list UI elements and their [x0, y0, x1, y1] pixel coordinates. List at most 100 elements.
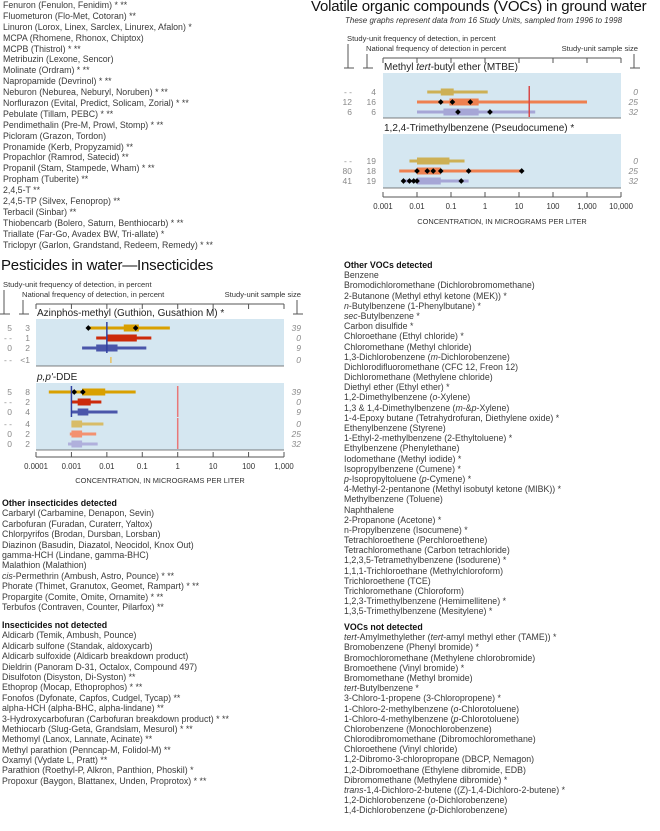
list-item-part: -Butylbenzene * — [357, 310, 420, 321]
x-tick-label: 1,000 — [577, 202, 597, 211]
national-frequency-value: 2 — [25, 397, 30, 407]
study-frequency-value: 0 — [7, 429, 12, 439]
list-item: Oxamyl (Vydate L, Pratt) ** — [2, 755, 108, 766]
interquartile-box — [440, 88, 454, 96]
panel-title: Azinphos-methyl (Guthion, Gusathion M) * — [37, 308, 224, 319]
list-item-part: p — [430, 805, 436, 816]
sample-size-value: 9 — [296, 343, 301, 353]
list-item: 1,2,3-Trimethylbenzene (Hemimellitene) * — [344, 596, 506, 607]
list-item-part: cis — [2, 570, 13, 581]
list-item: 1-Ethyl-2-methylbenzene (2-Ethyltoluene)… — [344, 433, 513, 444]
list-item-part: p — [453, 713, 459, 724]
study-frequency-value: - - — [4, 419, 12, 429]
list-item: Trichloroethene (TCE) — [344, 575, 431, 586]
list-item: Diazinon (Basudin, Diazatol, Neocidol, K… — [2, 539, 194, 550]
list-item: Napropamide (Devrinol) * ** — [3, 76, 112, 87]
list-item: Carbaryl (Carbamine, Denapon, Sevin) — [2, 508, 155, 519]
interquartile-box — [106, 334, 137, 342]
list-item: 1-Chloro-4-methylbenzene (p-Chlorotoluen… — [344, 714, 565, 724]
list-item: cis-Permethrin (Ambush, Astro, Pounce) *… — [2, 571, 199, 581]
list-item-part: p — [344, 473, 349, 484]
list-item-part: -Xylene) — [476, 402, 510, 413]
list-item-part: o — [430, 795, 436, 806]
list-item: Picloram (Grazon, Tordon) — [3, 130, 106, 141]
list-item: Malathion (Malathion) — [2, 560, 87, 571]
list-item: Propanil (Stam, Stampede, Wham) * ** — [3, 163, 155, 174]
data-point — [437, 99, 444, 105]
list-item-part: -Butylbenzene * — [356, 683, 419, 694]
list-item: Chloromethane (Methyl chloride) — [344, 341, 472, 352]
list-item: Propargite (Comite, Omite, Ornamite) * *… — [2, 591, 164, 602]
list-item: 1-4-Epoxy butane (Tetrahydrofuran, Dieth… — [344, 412, 560, 423]
list-item: Neburon (Neburea, Neburyl, Noruben) * ** — [3, 87, 168, 98]
list-item: trans-1,4-Dichloro-2-butene ((Z)-1,4-Dic… — [344, 785, 565, 795]
panel-title: p,p'-DDE — [36, 372, 78, 383]
list-item-part: m — [455, 402, 463, 413]
study-frequency-value: 12 — [343, 97, 353, 107]
list-item-part: 1,3-Dichlorobenzene ( — [344, 351, 431, 362]
data-point — [430, 168, 437, 174]
data-point — [71, 389, 78, 395]
list-item-part: tert — [430, 632, 444, 643]
list-item: Bromomethane (Methyl bromide) — [344, 672, 473, 683]
list-item: Benzene — [344, 270, 379, 281]
sample-size-value: 39 — [292, 387, 302, 397]
list-item-part: 1-Chloro-2-methylbenzene ( — [344, 703, 454, 714]
list-item: Chlorobenzene (Monochlorobenzene) — [344, 723, 492, 734]
interquartile-box — [417, 157, 450, 165]
study-frequency-value: 5 — [7, 323, 12, 333]
list-item: Dichloromethane (Methylene chloride) — [344, 372, 493, 383]
data-point — [518, 168, 525, 174]
list-heading: Other VOCs detected — [344, 260, 433, 270]
list-item: Metribuzin (Lexone, Sencor) — [3, 54, 114, 65]
list-item: Tetrachloromethane (Carbon tetrachloride… — [344, 545, 510, 556]
list-item: 3-Hydroxycarbofuran (Carbofuran breakdow… — [2, 713, 229, 724]
data-point — [414, 168, 420, 174]
x-tick-label: 0.1 — [446, 202, 457, 211]
data-point — [406, 178, 413, 184]
list-item-part: 1,2-Dichlorobenzene ( — [344, 795, 431, 806]
list-item: 1,2-Dichlorobenzene (o-Dichlorobenzene) — [344, 795, 565, 805]
x-tick-label: 100 — [546, 202, 560, 211]
study-frequency-bracket — [0, 290, 10, 315]
list-item: 1,2-Dibromo-3-chloropropane (DBCP, Nemag… — [344, 754, 535, 765]
list-item: n-Propylbenzene (Isocumene) * — [344, 524, 468, 535]
panel-title-part: -DDE — [53, 372, 78, 383]
list-item: sec-Butylbenzene * — [344, 311, 561, 321]
list-item: 1,3,5-Trimethylbenzene (Mesitylene) * — [344, 606, 493, 617]
sample-size-label: Study-unit sample size — [225, 290, 301, 299]
list-item: 1,2-Dimethylbenzene (o-Xylene) — [344, 392, 561, 402]
study-frequency-value: 5 — [7, 387, 12, 397]
sample-size-value: 0 — [633, 87, 638, 97]
data-point — [465, 168, 472, 174]
panel-title-part: Methyl — [384, 62, 416, 73]
interquartile-box — [417, 177, 441, 185]
list-item: 2-Propanone (Acetone) * — [344, 514, 442, 525]
data-point — [424, 168, 431, 174]
list-heading: Insecticides not detected — [2, 620, 108, 630]
interquartile-box — [77, 398, 91, 406]
list-item: Propoxur (Baygon, Blattanex, Unden, Prop… — [2, 775, 207, 786]
list-item: Bromochloromethane (Methylene chlorobrom… — [344, 652, 536, 663]
list-item: Molinate (Ordram) * ** — [3, 65, 90, 76]
list-item: Methiocarb (Slug-Geta, Grandslam, Mesuro… — [2, 723, 193, 734]
data-point — [467, 99, 474, 105]
list-item: Bromoethene (Vinyl bromide) * — [344, 662, 465, 673]
interquartile-box — [443, 108, 479, 116]
list-item-part: -amyl methyl ether (TAME)) * — [443, 632, 557, 643]
x-axis-label: CONCENTRATION, IN MICROGRAMS PER LITER — [417, 217, 586, 226]
list-item-part: p — [421, 473, 427, 484]
list-item: Triclopyr (Garlon, Grandstand, Redeem, R… — [3, 239, 213, 250]
list-item: Dichlorodifluoromethane (CFC 12, Freon 1… — [344, 361, 519, 372]
list-item: Methylbenzene (Toluene) — [344, 494, 443, 505]
study-frequency-value: 0 — [7, 439, 12, 449]
panel-background — [36, 383, 284, 450]
list-item: Pebulate (Tillam, PEBC) * ** — [3, 108, 114, 119]
list-item: Propachlor (Ramrod, Satecid) ** — [3, 152, 129, 163]
national-frequency-value: 1 — [25, 333, 30, 343]
list-item: Ethenylbenzene (Styrene) — [344, 423, 446, 433]
study-frequency-value: 0 — [7, 407, 12, 417]
list-item: n-Butylbenzene (1-Phenylbutane) * — [344, 301, 561, 311]
list-item: alpha-HCH (alpha-BHC, alpha-lindane) ** — [2, 703, 164, 714]
